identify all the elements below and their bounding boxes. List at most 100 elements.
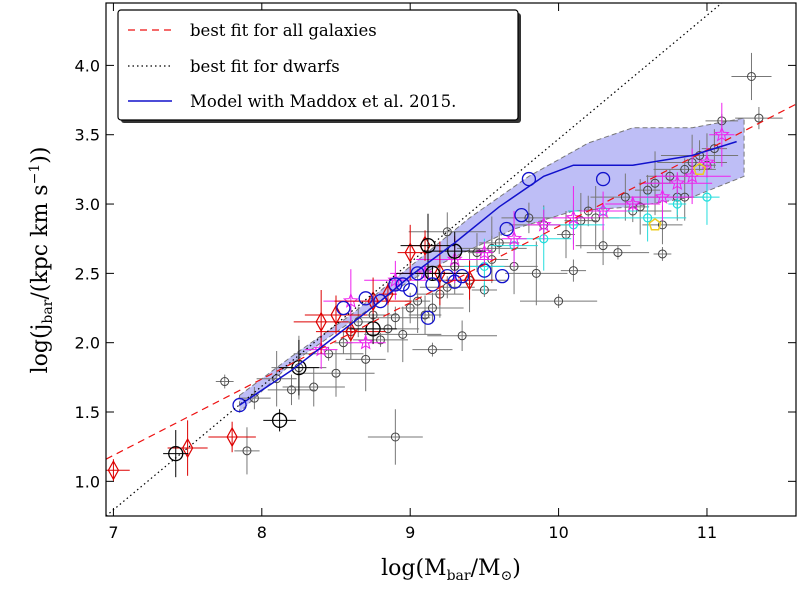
grey-point-4 <box>286 385 296 395</box>
cyan-point-5 <box>643 213 653 223</box>
blue-circle-0 <box>232 397 247 413</box>
blue-circle-8 <box>454 268 470 284</box>
x-tick-label-2: 9 <box>405 523 415 542</box>
grey-point-60 <box>427 303 437 313</box>
magenta-star-2 <box>417 264 434 281</box>
grey-point-30 <box>494 238 504 248</box>
blue-circle-13 <box>403 282 418 298</box>
black-circle-0 <box>168 445 184 462</box>
magenta-star-16 <box>357 334 374 350</box>
magenta-star-8 <box>595 202 612 218</box>
x-axis-title: log(Mbar/M⊙) <box>381 556 521 584</box>
grey-point-62 <box>442 227 452 237</box>
grey-point-19 <box>413 296 423 306</box>
legend-label-model: Model with Maddox et al. 2015. <box>190 92 456 111</box>
black-circle-5 <box>447 243 463 259</box>
magenta-star-0 <box>342 292 359 308</box>
legend-label-dwarfs: best fit for dwarfs <box>190 57 340 76</box>
blue-circle-18 <box>388 277 403 292</box>
y-tick-label-5: 3.5 <box>75 126 100 145</box>
plot-layer <box>106 3 796 516</box>
y-tick-label-1: 1.5 <box>75 403 100 422</box>
x-tick-label-0: 7 <box>108 523 118 542</box>
series-line-1 <box>106 3 723 516</box>
y-tick-label-0: 1.0 <box>75 472 100 491</box>
blue-circle-15 <box>447 274 462 289</box>
series-line-0 <box>106 103 796 460</box>
grey-point-0 <box>220 377 230 387</box>
blue-circle-6 <box>425 277 440 292</box>
cyan-point-7 <box>702 192 712 202</box>
grey-point-12 <box>361 354 371 364</box>
x-tick-label-3: 10 <box>548 523 568 542</box>
y-tick-label-6: 4.0 <box>75 56 100 75</box>
blue-circle-1 <box>336 300 351 316</box>
grey-point-46 <box>643 185 653 195</box>
grey-point-58 <box>754 113 764 123</box>
grey-point-16 <box>390 313 400 323</box>
grey-point-14 <box>376 335 386 345</box>
y-tick-label-3: 2.5 <box>75 264 100 283</box>
grey-point-17 <box>398 329 408 339</box>
legend-label-all-galaxies: best fit for all galaxies <box>190 21 377 40</box>
blue-circle-3 <box>373 293 388 309</box>
grey-point-48 <box>657 220 667 230</box>
grey-point-3 <box>272 374 282 384</box>
grey-point-63 <box>657 249 667 259</box>
black-circle-6 <box>424 265 441 282</box>
plot-frame <box>105 2 797 517</box>
red-diamond-0 <box>107 460 120 481</box>
grey-point-32 <box>524 213 534 223</box>
magenta-star-6 <box>535 216 552 232</box>
magenta-star-11 <box>669 174 686 191</box>
ticks-layer: 7 8 9 10 11 1.0 1.5 2.0 2.5 3.0 3.5 4.0 <box>75 3 796 542</box>
magenta-star-9 <box>624 195 641 211</box>
grey-point-35 <box>554 296 564 306</box>
grey-point-51 <box>680 164 690 174</box>
blue-circle-11 <box>514 207 529 223</box>
blue-circle-17 <box>595 171 611 187</box>
red-diamond-6 <box>367 290 379 312</box>
black-circle-4 <box>420 237 436 254</box>
grey-point-41 <box>598 241 608 251</box>
blue-circle-2 <box>358 291 373 306</box>
legend: best fit for all galaxies best fit for d… <box>117 9 521 123</box>
blue-circle-10 <box>499 221 514 237</box>
x-tick-label-1: 8 <box>257 523 267 542</box>
grey-point-42 <box>613 248 623 258</box>
grey-point-43 <box>620 192 630 202</box>
grey-point-21 <box>427 345 437 355</box>
magenta-star-5 <box>506 230 523 246</box>
blue-circle-4 <box>395 277 410 292</box>
grey-point-59 <box>390 432 400 442</box>
blue-circle-5 <box>410 266 425 281</box>
yellow-pentagon-1 <box>692 162 707 175</box>
grey-point-1 <box>242 446 252 456</box>
red-diamond-2 <box>226 426 238 448</box>
y-tick-label-4: 3.0 <box>75 195 100 214</box>
y-tick-label-2: 2.0 <box>75 334 100 353</box>
red-diamond-3 <box>315 311 327 333</box>
grey-point-6 <box>309 382 319 392</box>
grey-point-25 <box>457 331 467 341</box>
magenta-star-14 <box>713 126 730 142</box>
grey-point-37 <box>568 266 578 276</box>
grey-point-55 <box>709 144 719 154</box>
red-diamond-4 <box>330 304 342 326</box>
grey-point-20 <box>420 310 430 320</box>
blue-circle-14 <box>420 310 436 325</box>
grey-point-57 <box>746 71 756 81</box>
red-diamond-8 <box>404 242 416 263</box>
y-axis-title: log(jbar/(kpc km s−1)) <box>27 147 56 374</box>
x-tick-label-4: 11 <box>697 523 717 542</box>
magenta-star-4 <box>476 244 493 260</box>
grey-point-33 <box>531 268 541 278</box>
cyan-point-6 <box>672 199 682 209</box>
black-circle-1 <box>271 412 288 428</box>
black-circle-2 <box>291 359 307 376</box>
legend-box <box>117 9 519 121</box>
red-diamond-11 <box>463 270 476 291</box>
magenta-star-10 <box>654 188 671 204</box>
magenta-star-13 <box>698 154 715 170</box>
